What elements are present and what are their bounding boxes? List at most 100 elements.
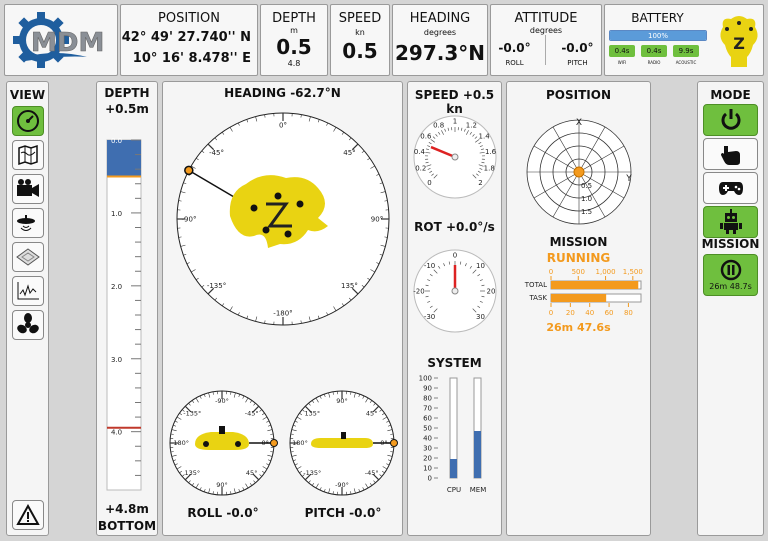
speed-dial-tick xyxy=(430,139,435,143)
vehicle-roll-thruster-icon xyxy=(203,441,209,447)
wifi-timer-label: WIFI xyxy=(617,60,627,65)
view-map-button[interactable] xyxy=(12,140,44,170)
heading-dial-tick xyxy=(195,277,199,281)
battery-bar: 100% xyxy=(609,30,707,41)
speed-dial-tick xyxy=(472,133,475,137)
warning-icon xyxy=(16,504,40,525)
speed-dial-tick xyxy=(475,139,480,143)
depth-panel-bottom-value: +4.8m xyxy=(105,502,149,516)
heading-dial-tick xyxy=(361,284,365,288)
view-camera-button[interactable] xyxy=(12,174,44,204)
pitch-dial-tick xyxy=(387,424,391,427)
speed-dial-tick xyxy=(426,148,430,151)
roll-dial-tick xyxy=(173,424,177,427)
roll-dial-tick xyxy=(270,451,274,453)
alert-button[interactable] xyxy=(12,500,44,530)
view-layers-button[interactable] xyxy=(12,242,44,272)
radio-timer-value: 0.4s xyxy=(641,45,667,57)
position-spoke xyxy=(578,126,606,173)
speed-box: SPEED kn 0.5 xyxy=(330,4,390,76)
pitch-dial-label: 135° xyxy=(304,409,320,417)
rot-dial-tick xyxy=(425,295,429,298)
speed-dial-tick xyxy=(460,127,463,131)
gamepad-mode-button[interactable] xyxy=(703,172,758,204)
speed-dial-label: 0.2 xyxy=(415,165,426,173)
speed-dial-tick xyxy=(431,173,435,176)
heading-panel: HEADING -62.7°N 0° 45° 90° 135° -180° -135° -9… xyxy=(162,81,403,536)
speed-dial-tick xyxy=(466,130,469,135)
view-propeller-button[interactable] xyxy=(12,310,44,340)
speed-dial-tick xyxy=(429,170,433,173)
pitch-dial-tick xyxy=(311,400,315,404)
roll-dial-tick xyxy=(230,491,232,495)
pitch-dial-tick xyxy=(299,412,303,416)
system-axis-label: 80 xyxy=(423,395,432,403)
rot-dial-tick xyxy=(479,279,483,281)
pitch-dial-label: -135° xyxy=(303,469,321,477)
roll-dial-tick xyxy=(245,483,249,489)
mode-panel: MODE MISSION 26m 48.7s xyxy=(697,81,764,536)
heading-dial-tick xyxy=(370,269,375,273)
heading-dial-label: -90° xyxy=(182,215,197,223)
heading-dial-tick xyxy=(207,287,215,295)
vehicle-thruster-icon xyxy=(250,204,258,212)
heading-dial-tick xyxy=(237,312,240,316)
manual-mode-button[interactable] xyxy=(703,138,758,170)
position-panel: POSITION X Y 0.5 1.0 1.5 MISSION RUNNING 0 50… xyxy=(506,81,651,536)
speed-dial-tick xyxy=(425,151,431,154)
acoustic-timer-value: 9.9s xyxy=(673,45,699,57)
depth-tick-label: 2.0 xyxy=(111,283,122,291)
vehicle-z-logo-icon xyxy=(266,202,292,228)
position-y-label: Y xyxy=(625,174,632,184)
pitch-dial-tick xyxy=(386,463,390,466)
mission-status: RUNNING xyxy=(546,251,611,265)
pitch-dial-tick xyxy=(379,474,383,477)
roll-dial-tick xyxy=(195,397,199,403)
depth-panel-bottom-label: BOTTOM xyxy=(97,519,157,533)
roll-dial-tick xyxy=(259,474,263,477)
heading-dial-tick xyxy=(264,320,266,324)
pitch-panel-title: PITCH -0.0° xyxy=(304,506,382,520)
view-gauge-button[interactable] xyxy=(12,106,44,136)
pitch-dial-tick xyxy=(290,451,294,453)
roll-dial-label: -90° xyxy=(215,397,229,405)
roll-dial-tick xyxy=(233,488,236,494)
rot-dial-hub xyxy=(451,287,459,295)
roll-dial-tick xyxy=(267,429,273,432)
heading-dial-tick xyxy=(178,200,182,202)
speed-dial-tick xyxy=(481,161,485,164)
pitch-dial: 90°45°0°-45°-90°-135°180°135° xyxy=(289,390,398,496)
view-plot-button[interactable] xyxy=(12,276,44,306)
heading-dial-tick xyxy=(384,200,388,202)
pitch-dial-tick xyxy=(332,391,334,395)
pitch-dial-tick xyxy=(296,466,302,470)
speed-dial-tick xyxy=(474,136,478,139)
autonomous-mode-button[interactable] xyxy=(703,206,758,238)
battery-title: BATTERY xyxy=(631,11,684,25)
mission-task-label: TASK xyxy=(528,294,547,302)
pitch-pointer-knob xyxy=(390,439,398,447)
heading-dial: 0° 45° 90° 135° -180° -135° -90° -45° xyxy=(176,112,390,326)
rot-dial-label: 30 xyxy=(476,313,485,321)
power-button[interactable] xyxy=(703,104,758,136)
roll-dial-tick xyxy=(261,412,265,416)
mission-pause-button[interactable]: 26m 48.7s xyxy=(703,254,758,296)
system-axis-label: 50 xyxy=(423,425,432,433)
mode-mission-title: MISSION xyxy=(701,237,760,251)
roll-dial-tick xyxy=(171,454,177,457)
vehicle-thruster-icon xyxy=(296,200,304,208)
cpu-label: CPU xyxy=(447,486,461,494)
view-sonar-button[interactable] xyxy=(12,208,44,238)
rot-dial-tick xyxy=(443,263,445,267)
position-panel-title: POSITION xyxy=(546,88,611,102)
depth-panel-title: DEPTH xyxy=(104,86,150,100)
speed-dial-label: 0.6 xyxy=(420,132,432,140)
speed-dial-tick xyxy=(480,148,484,151)
depth-title: DEPTH xyxy=(272,11,316,26)
speed-dial-hub xyxy=(451,153,459,161)
roll-dial-tick xyxy=(249,482,253,486)
vehicle-thruster-icon xyxy=(284,230,292,238)
heading-dial-tick xyxy=(367,157,371,161)
mission-task-axis-label: 0 xyxy=(549,309,553,317)
rot-dial-tick xyxy=(448,261,451,265)
